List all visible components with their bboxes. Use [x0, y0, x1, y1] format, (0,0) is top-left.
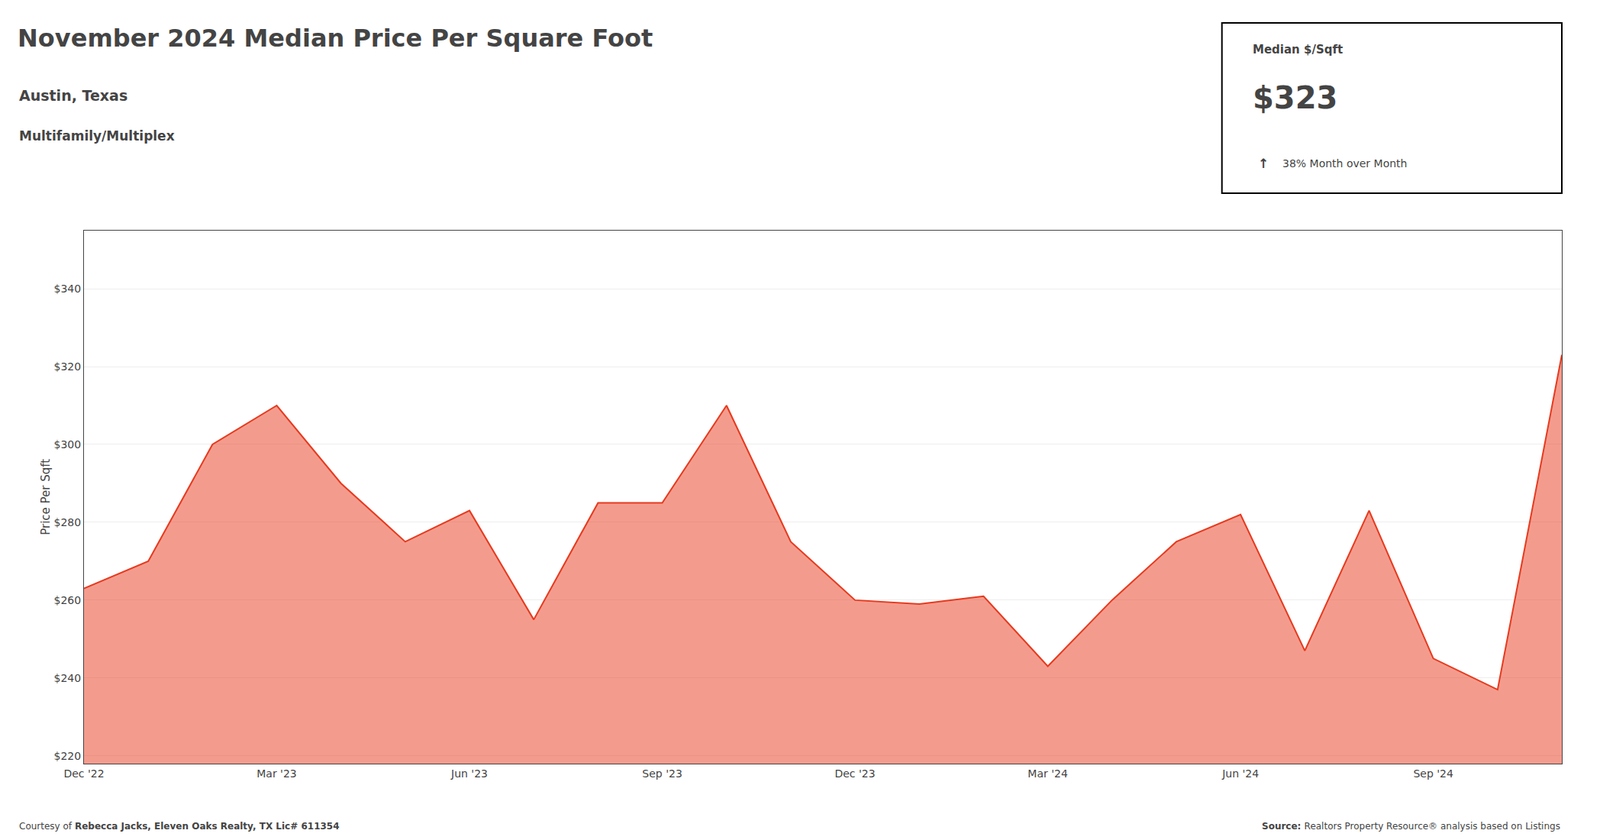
svg-text:↑: ↑ [1258, 155, 1269, 171]
svg-text:Mar '24: Mar '24 [1027, 767, 1068, 780]
svg-text:Dec '23: Dec '23 [834, 767, 875, 780]
svg-text:Dec '22: Dec '22 [63, 767, 104, 780]
svg-text:$340: $340 [54, 282, 82, 295]
svg-text:Multifamily/Multiplex: Multifamily/Multiplex [19, 128, 175, 144]
svg-text:November 2024 Median Price Per: November 2024 Median Price Per Square Fo… [17, 23, 653, 53]
svg-text:$280: $280 [54, 516, 82, 529]
svg-text:$220: $220 [54, 749, 82, 762]
svg-text:$320: $320 [54, 360, 82, 373]
svg-text:$240: $240 [54, 671, 82, 684]
svg-text:Courtesy of Rebecca Jacks, Ele: Courtesy of Rebecca Jacks, Eleven Oaks R… [19, 820, 340, 832]
svg-text:Jun '24: Jun '24 [1221, 767, 1259, 780]
svg-text:Source: Realtors Property Reso: Source: Realtors Property Resource® anal… [1261, 820, 1561, 832]
svg-text:Jun '23: Jun '23 [450, 767, 488, 780]
svg-text:Mar '23: Mar '23 [256, 767, 297, 780]
svg-text:$300: $300 [54, 438, 82, 451]
svg-text:Sep '23: Sep '23 [641, 767, 683, 780]
svg-text:Sep '24: Sep '24 [1412, 767, 1454, 780]
svg-text:Price Per Sqft: Price Per Sqft [38, 458, 53, 536]
svg-text:Median $/Sqft: Median $/Sqft [1252, 42, 1343, 57]
svg-text:$323: $323 [1252, 80, 1338, 116]
svg-text:$260: $260 [54, 593, 82, 607]
svg-text:38% Month over Month: 38% Month over Month [1282, 157, 1407, 170]
svg-text:Austin, Texas: Austin, Texas [19, 87, 128, 104]
